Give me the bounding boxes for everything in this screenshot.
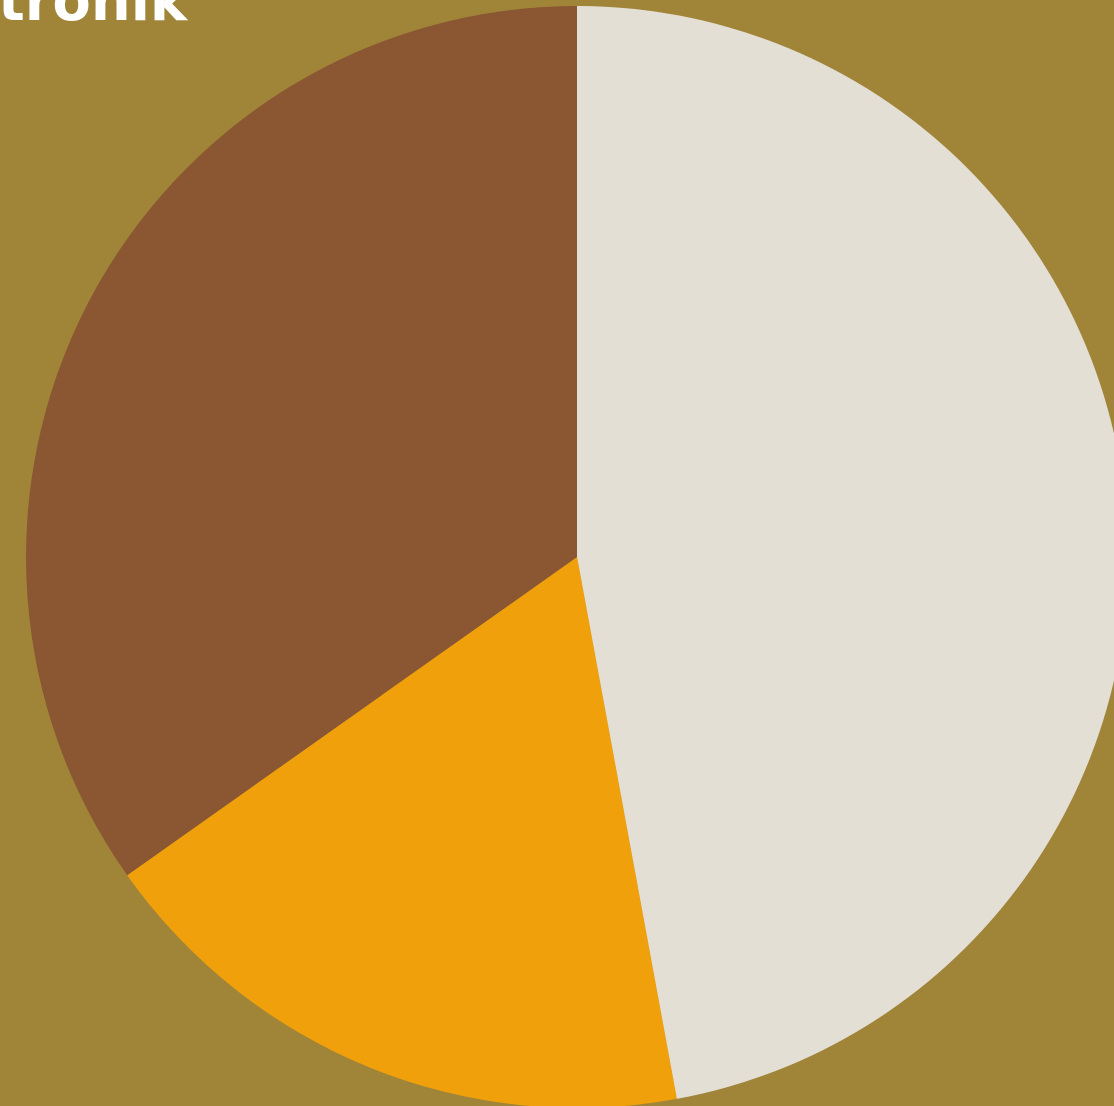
pie-slices [26,6,1114,1106]
pie-slice-3 [26,6,577,876]
pie-slice-2 [127,557,677,1106]
brand-text: tronik [0,0,188,34]
pie-slice-1 [577,6,1114,1099]
